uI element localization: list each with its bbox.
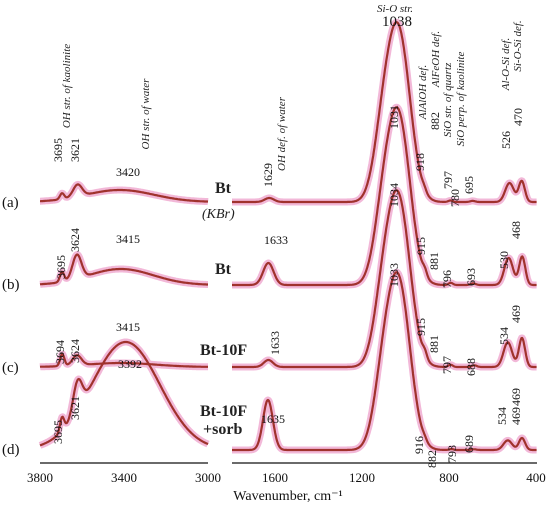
tick-400: 400 bbox=[526, 470, 546, 485]
peak-label-a-3695: 3695 bbox=[51, 138, 65, 162]
band-assignment-797: SiO str. of quartz bbox=[442, 62, 454, 137]
peak-label-a-3621: 3621 bbox=[68, 138, 82, 162]
tick-800: 800 bbox=[439, 470, 459, 485]
peak-label-b-530: 530 bbox=[497, 251, 511, 269]
sample-label-c: Bt-10F bbox=[200, 342, 247, 359]
row-label-d: (d) bbox=[2, 442, 20, 458]
tick-3800: 3800 bbox=[27, 470, 53, 485]
peak-label-a-470: 470 bbox=[511, 108, 525, 126]
tick-1600: 1600 bbox=[262, 470, 288, 485]
band-assignment-3400: OH str. of water bbox=[140, 78, 152, 150]
peak-label-b-3695: 3695 bbox=[54, 255, 68, 279]
peak-label-d-882: 882 bbox=[425, 450, 439, 468]
sample-label-b: Bt bbox=[215, 261, 232, 278]
sample-label-d-2: +sorb bbox=[203, 421, 242, 438]
tick-1200: 1200 bbox=[349, 470, 375, 485]
peak-label-c-3694: 3694 bbox=[53, 340, 67, 364]
peak-label-b-1034: 1034 bbox=[387, 183, 401, 207]
series-line-4-left bbox=[39, 340, 209, 447]
sample-label-d: Bt-10F bbox=[200, 403, 247, 420]
peak-label-c-3624: 3624 bbox=[68, 339, 82, 363]
peak-label-a-1038: 1038 bbox=[382, 14, 412, 30]
peak-label-a-3420: 3420 bbox=[116, 165, 140, 179]
peak-label-a-882: 882 bbox=[428, 112, 442, 130]
row-label-b: (b) bbox=[2, 277, 20, 293]
series-line-4-right bbox=[231, 271, 537, 452]
peak-label-d-3392: 3392 bbox=[118, 357, 142, 371]
sample-note-a: (KBr) bbox=[202, 207, 235, 222]
x-axis: 3800 3400 3000 1600 1200 800 400 Wavenum… bbox=[27, 462, 546, 504]
peak-label-d-689: 689 bbox=[462, 435, 476, 453]
peak-label-b-796: 796 bbox=[440, 270, 454, 288]
peak-label-a-695: 695 bbox=[462, 176, 476, 194]
band-assignment-1038: Si-O str. bbox=[377, 3, 413, 15]
sample-label-a: Bt bbox=[215, 180, 232, 197]
spectra-lines bbox=[39, 21, 537, 452]
band-assignment-526: Al-O-Si def. bbox=[500, 38, 512, 92]
peak-label-a-1031: 1031 bbox=[387, 105, 401, 129]
series-line-2-left bbox=[39, 253, 209, 286]
x-axis-label: Wavenumber, cm⁻¹ bbox=[233, 489, 342, 504]
peak-label-c-469: 469 bbox=[509, 388, 523, 406]
peak-label-b-469: 469 bbox=[509, 305, 523, 323]
band-assignment-1629: OH def. of water bbox=[276, 96, 288, 171]
peak-label-a-797: 797 bbox=[441, 171, 455, 189]
peak-label-d-3695: 3695 bbox=[51, 420, 65, 444]
peak-label-d-469: 469 bbox=[509, 407, 523, 425]
band-assignment-470: Si-O-Si def. bbox=[512, 20, 524, 71]
band-assignment-3680: OH str. of kaolinite bbox=[61, 44, 73, 128]
peak-label-c-3415: 3415 bbox=[116, 320, 140, 334]
peak-label-d-1635: 1635 bbox=[261, 412, 285, 426]
peak-label-b-3624: 3624 bbox=[68, 228, 82, 252]
peak-label-b-915: 915 bbox=[414, 237, 428, 255]
peak-label-b-3415: 3415 bbox=[116, 232, 140, 246]
peak-label-d-916: 916 bbox=[412, 436, 426, 454]
peak-label-a-780: 780 bbox=[448, 189, 462, 207]
peak-label-a-918: 918 bbox=[413, 153, 427, 171]
series-line-3-left bbox=[39, 353, 209, 368]
series-line-1-right bbox=[231, 21, 537, 204]
peak-label-c-797: 797 bbox=[440, 356, 454, 374]
peak-label-d-793: 793 bbox=[445, 445, 459, 463]
peak-label-b-1633: 1633 bbox=[264, 233, 288, 247]
peak-label-b-693: 693 bbox=[464, 268, 478, 286]
band-assignment-695: SiO perp. of kaolinite bbox=[455, 52, 467, 147]
peak-label-a-1629: 1629 bbox=[261, 163, 275, 187]
band-assignment-882: AlFeOH def. bbox=[430, 31, 442, 88]
row-label-a: (a) bbox=[2, 195, 19, 211]
series-line-2-right bbox=[231, 106, 537, 287]
row-label-c: (c) bbox=[2, 360, 19, 376]
series-line-3-right bbox=[231, 189, 537, 369]
tick-3000: 3000 bbox=[195, 470, 221, 485]
peak-label-c-688: 688 bbox=[464, 358, 478, 376]
peak-label-c-1033: 1033 bbox=[387, 263, 401, 287]
peak-label-d-3621: 3621 bbox=[68, 396, 82, 420]
peak-label-c-534: 534 bbox=[497, 327, 511, 345]
peak-label-b-881: 881 bbox=[427, 252, 441, 270]
tick-3400: 3400 bbox=[111, 470, 137, 485]
peak-label-d-534: 534 bbox=[495, 407, 509, 425]
series-line-1-left bbox=[39, 183, 209, 203]
peak-label-c-881: 881 bbox=[427, 335, 441, 353]
band-assignment-918: AlAlOH def. bbox=[417, 65, 429, 120]
peak-label-c-915: 915 bbox=[414, 318, 428, 336]
peak-label-a-526: 526 bbox=[499, 131, 513, 149]
peak-label-c-1633: 1633 bbox=[268, 331, 282, 355]
peak-label-b-468: 468 bbox=[509, 221, 523, 239]
